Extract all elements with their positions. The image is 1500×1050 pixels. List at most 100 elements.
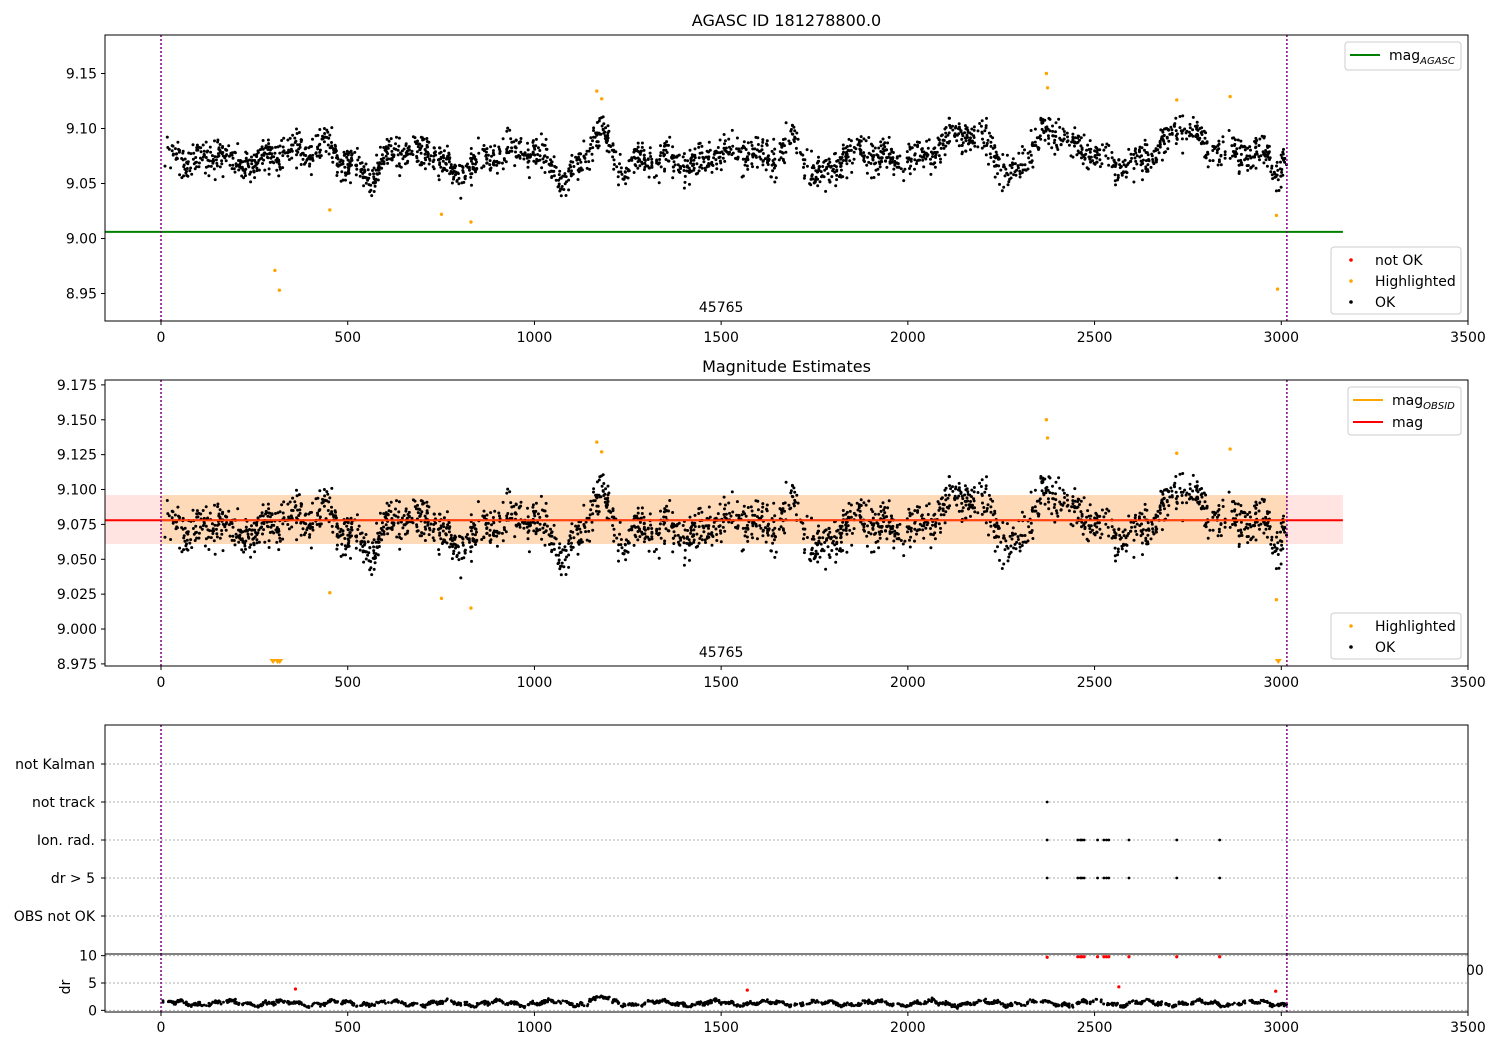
ok-point	[895, 156, 899, 160]
ok-point	[1264, 158, 1268, 162]
ok-point	[668, 135, 672, 139]
ok-point	[796, 501, 800, 505]
ok-point	[250, 528, 254, 532]
ok-point	[1279, 174, 1283, 178]
ok-point	[890, 150, 894, 153]
ok-point	[869, 162, 873, 165]
ok-point	[577, 524, 580, 528]
ok-point	[744, 160, 748, 164]
ok-point	[1114, 533, 1118, 537]
ok-point	[1228, 156, 1232, 160]
ok-point	[905, 156, 909, 160]
ok-point	[592, 499, 595, 503]
ok-point	[755, 537, 759, 541]
ok-point	[905, 525, 909, 529]
ok-point	[1031, 537, 1035, 540]
ok-point	[280, 503, 284, 507]
ok-point	[281, 154, 285, 158]
ok-point	[1280, 540, 1284, 543]
ok-point	[259, 157, 262, 161]
panel2-ytick-label: 9.100	[57, 483, 97, 499]
ok-point	[420, 144, 424, 148]
ok-point	[594, 132, 598, 136]
ok-point	[1279, 521, 1283, 525]
ok-point	[191, 143, 195, 147]
ok-point	[957, 125, 961, 129]
ok-point	[334, 147, 338, 151]
ok-point	[327, 500, 331, 504]
ok-point	[291, 496, 295, 500]
legend-point-label: OK	[1375, 640, 1396, 656]
panel2-xtick-label: 3500	[1450, 675, 1486, 691]
ok-point	[310, 510, 313, 514]
ok-point	[559, 564, 562, 568]
ok-point	[946, 496, 950, 500]
ok-point	[1254, 136, 1258, 140]
ok-point	[463, 551, 467, 555]
ok-point	[1102, 515, 1106, 519]
ok-point	[596, 146, 600, 150]
ok-point	[584, 152, 588, 156]
ok-point	[788, 507, 792, 511]
ok-point	[1141, 528, 1145, 532]
ok-point	[802, 551, 806, 555]
ok-point	[1217, 139, 1221, 143]
ok-point	[335, 547, 339, 551]
ok-point	[304, 146, 308, 150]
ok-point	[231, 163, 235, 167]
ok-point	[510, 140, 514, 144]
ok-point	[765, 139, 769, 143]
ok-point	[322, 488, 326, 491]
ok-point	[557, 558, 561, 562]
ok-point	[380, 153, 384, 157]
ok-point	[873, 512, 877, 516]
ok-point	[1059, 138, 1063, 142]
ok-point	[240, 160, 243, 164]
ok-point	[1254, 511, 1258, 515]
highlighted-point	[439, 596, 444, 601]
ok-point	[767, 522, 770, 526]
ok-point	[221, 522, 225, 526]
ok-point	[1143, 502, 1147, 506]
ok-point	[287, 158, 291, 162]
ok-point	[1053, 503, 1057, 506]
ok-point	[1195, 132, 1199, 136]
ok-point	[316, 147, 320, 151]
ok-point	[344, 553, 347, 557]
legend-point-swatch	[1349, 645, 1353, 649]
ok-point	[682, 165, 686, 169]
ok-point	[796, 137, 800, 141]
ok-point	[1279, 160, 1282, 164]
ok-point	[1199, 141, 1203, 145]
ok-point	[864, 503, 868, 507]
ok-point	[883, 145, 887, 149]
ok-point	[1002, 536, 1005, 540]
panel1-xtick-label: 1000	[517, 330, 553, 346]
ok-point	[447, 521, 451, 525]
ok-point	[1039, 476, 1043, 480]
ok-point	[176, 505, 180, 509]
ok-point	[580, 540, 584, 544]
ok-point	[1117, 528, 1121, 531]
ok-point	[1272, 543, 1276, 547]
ok-point	[1158, 143, 1162, 147]
ok-point	[993, 549, 997, 553]
ok-point	[1217, 530, 1221, 534]
ok-point	[178, 546, 182, 550]
ok-point	[826, 533, 830, 537]
ok-point	[293, 500, 297, 504]
ok-point	[1102, 148, 1106, 152]
ok-point	[260, 521, 264, 525]
ok-point	[810, 149, 813, 153]
panel4-xtick-label: 500	[334, 1020, 361, 1036]
ok-point	[779, 525, 783, 529]
ok-point	[500, 161, 504, 165]
ok-point	[195, 530, 198, 534]
ok-point	[918, 141, 921, 144]
panel2-ytick-label: 9.050	[57, 552, 97, 568]
ok-point	[534, 501, 538, 505]
panel2-xtick-label: 1000	[517, 675, 553, 691]
ok-point	[1231, 500, 1234, 504]
ok-point	[1010, 537, 1014, 541]
ok-point	[859, 498, 863, 502]
